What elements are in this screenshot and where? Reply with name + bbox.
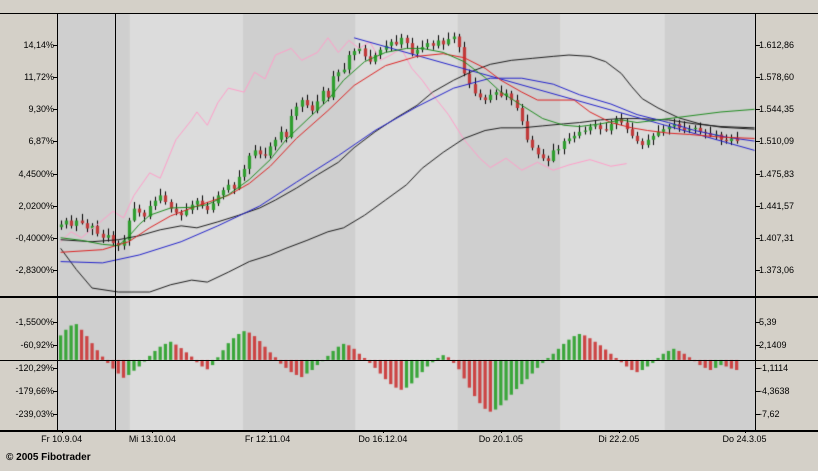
axis-tick	[756, 45, 760, 47]
indicator-zero-line	[0, 360, 818, 361]
bottom-border	[0, 430, 818, 432]
price-axis-right-label: 1.475,83	[759, 168, 795, 179]
indicator-axis-left-label: -60,92%	[20, 340, 54, 350]
price-axis-right-label: 1.373,06	[759, 264, 795, 275]
axis-tick	[756, 109, 760, 111]
price-axis-left-label: -0,4000%	[15, 232, 54, 243]
axis-tick	[756, 237, 760, 239]
price-axis-left-label: 2,0200%	[18, 200, 54, 211]
right-axis-line	[755, 13, 756, 432]
left-axis-line	[57, 13, 58, 432]
price-axis-right-label: 1.441,57	[759, 200, 795, 211]
axis-tick	[756, 77, 760, 79]
price-axis-left-label: -2,8300%	[15, 264, 54, 275]
axis-tick	[756, 141, 760, 143]
x-axis-date-label: Do 20.1.05	[478, 434, 523, 444]
price-axis-right-label: 1.407,31	[759, 232, 795, 243]
price-axis-left-label: 6,87%	[28, 136, 54, 147]
indicator-axis-left-label: -239,03%	[15, 408, 54, 419]
price-axis-left-label: 14,14%	[23, 40, 54, 51]
x-axis-date-label: Fr 10.9.04	[41, 434, 83, 444]
axis-tick	[756, 390, 760, 392]
axis-tick	[756, 413, 760, 415]
price-axis-left-label: 11,72%	[24, 72, 54, 83]
x-axis-date-label: Do 16.12.04	[358, 434, 408, 444]
x-axis-date-label: Fr 12.11.04	[244, 434, 291, 444]
price-axis-right-label: 1.544,35	[759, 104, 795, 115]
crosshair-cursor-line[interactable]	[115, 14, 116, 430]
axis-tick	[756, 367, 760, 369]
x-axis-date-label: Di 22.2.05	[598, 434, 640, 444]
axis-tick	[756, 205, 760, 207]
axis-tick	[756, 173, 760, 175]
axis-tick	[756, 269, 760, 271]
price-axis-right-label: 1.510,09	[759, 136, 795, 147]
indicator-axis-right-label: -7,62	[759, 408, 780, 419]
indicator-axis-left-label: -179,66%	[15, 385, 54, 396]
price-axis-right-label: 1.612,86	[759, 40, 795, 51]
indicator-axis-left-label: -1,5500%	[15, 317, 54, 328]
indicator-axis-right-label: 2,1409	[759, 340, 787, 350]
top-border	[0, 13, 818, 14]
price-axis-right-label: 1.578,60	[759, 72, 795, 83]
axis-tick	[756, 322, 760, 324]
indicator-axis-right-label: 5,39	[759, 317, 777, 328]
x-axis-date-label: Do 24.3.05	[722, 434, 767, 444]
copyright-text: © 2005 Fibotrader	[6, 452, 91, 463]
price-axis-left-label: 4,4500%	[18, 168, 54, 179]
panel-divider	[0, 296, 818, 298]
indicator-axis-left-label: -120,29%	[15, 362, 54, 373]
indicator-axis-right-label: -4,3638	[759, 385, 790, 396]
chart-plot-area[interactable]	[58, 14, 755, 431]
price-axis-left-label: 9,30%	[28, 104, 54, 115]
axis-tick	[756, 345, 760, 346]
x-axis-date-label: Mi 13.10.04	[128, 434, 176, 444]
indicator-axis-right-label: -1,1114	[759, 362, 789, 373]
